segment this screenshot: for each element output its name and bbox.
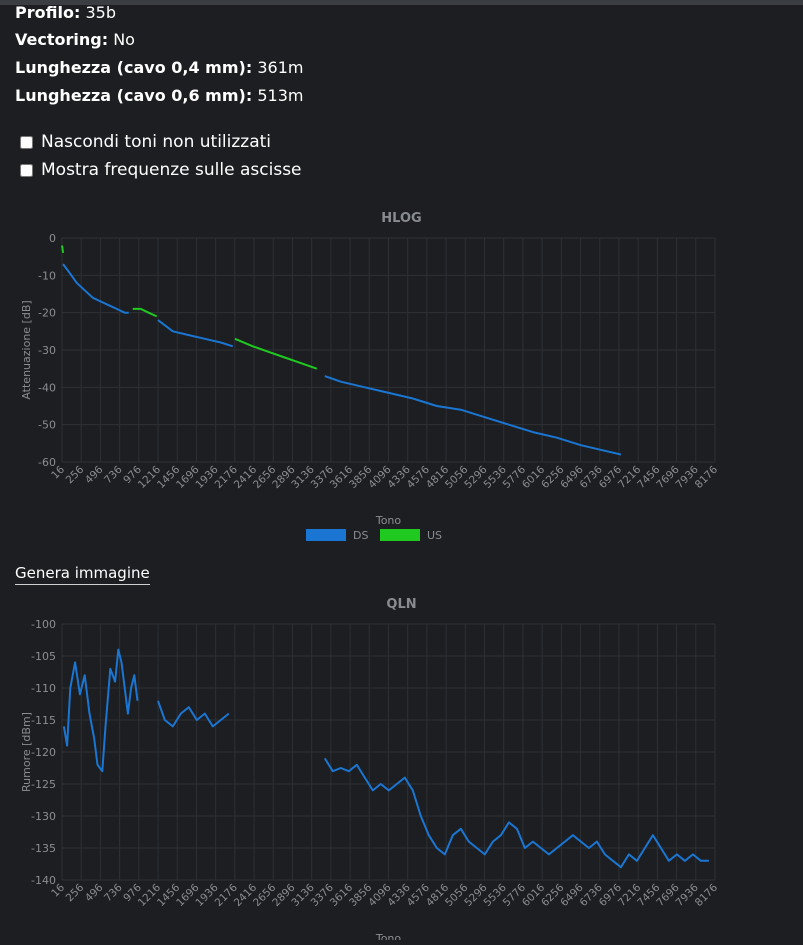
x-tick-label: 736 [102, 463, 125, 486]
info-lunghezza-04: Lunghezza (cavo 0,4 mm): 361m [15, 58, 303, 78]
hlog-chart: 0-10-20-30-40-50-60162564967369761216145… [20, 232, 721, 542]
info-vectoring-label-text: Vectoring [15, 30, 102, 49]
y-tick-label: -105 [31, 650, 56, 663]
y-tick-label: -130 [31, 810, 56, 823]
y-axis-title: Attenuazione [dB] [20, 300, 33, 399]
x-tick-label: 736 [102, 881, 125, 904]
genera-immagine-button[interactable]: Genera immagine [15, 564, 150, 585]
x-tick-label: 256 [64, 463, 87, 486]
y-tick-label: -50 [38, 419, 56, 432]
y-tick-label: -140 [31, 874, 56, 887]
mostra-frequenze-label: Mostra frequenze sulle ascisse [41, 160, 302, 180]
legend-label-ds: DS [353, 529, 368, 542]
info-profilo: Profilo: 35b [15, 3, 116, 23]
info-lunghezza-04-label: Lunghezza (cavo 0,4 mm): [15, 58, 253, 77]
x-tick-label: 8176 [693, 881, 721, 909]
y-axis-title: Rumore [dBm] [20, 712, 33, 792]
legend-label-us: US [427, 529, 442, 542]
y-tick-label: -100 [31, 618, 56, 631]
x-tick-label: 496 [83, 463, 106, 486]
top-bar [0, 0, 803, 5]
series-line-us [234, 337, 318, 370]
y-tick-label: -110 [31, 682, 56, 695]
info-lunghezza-06-label-text: Lunghezza (cavo 0,6 mm) [15, 86, 246, 105]
y-tick-label: -115 [31, 714, 56, 727]
info-lunghezza-06-value: 513m [257, 86, 304, 105]
y-tick-label: -10 [38, 269, 56, 282]
series-line-ds [62, 263, 129, 314]
info-profilo-value: 35b [85, 3, 116, 22]
legend-swatch-ds [306, 529, 346, 541]
y-tick-label: -125 [31, 778, 56, 791]
x-axis-title: Tono [375, 514, 402, 527]
info-vectoring-label: Vectoring: [15, 30, 109, 49]
info-profilo-label-text: Profilo [15, 3, 74, 22]
y-tick-label: -20 [38, 307, 56, 320]
info-vectoring: Vectoring: No [15, 30, 135, 50]
x-axis-title: Tono [375, 932, 402, 940]
y-tick-label: -120 [31, 746, 56, 759]
x-tick-label: 8176 [693, 463, 721, 491]
y-tick-label: -135 [31, 842, 56, 855]
checkbox-row-nascondi[interactable]: Nascondi toni non utilizzati [20, 132, 271, 152]
mostra-frequenze-checkbox[interactable] [20, 163, 33, 177]
nascondi-toni-label: Nascondi toni non utilizzati [41, 132, 272, 152]
y-tick-label: -30 [38, 344, 56, 357]
series-line-ds [157, 700, 230, 728]
series-line-ds [62, 648, 139, 773]
info-lunghezza-06-label: Lunghezza (cavo 0,6 mm): [15, 86, 253, 105]
nascondi-toni-checkbox[interactable] [20, 135, 33, 149]
series-line-us [132, 307, 158, 318]
y-tick-label: 0 [49, 232, 56, 245]
series-line-ds [324, 375, 622, 456]
x-tick-label: 496 [83, 881, 106, 904]
series-line-ds [323, 757, 709, 869]
checkbox-row-frequenze[interactable]: Mostra frequenze sulle ascisse [20, 160, 302, 180]
hlog-chart-title: HLOG [381, 211, 422, 226]
series-line-us [61, 245, 65, 254]
series-line-ds [157, 319, 234, 348]
y-tick-label: -40 [38, 381, 56, 394]
x-tick-label: 256 [64, 881, 87, 904]
info-lunghezza-06: Lunghezza (cavo 0,6 mm): 513m [15, 86, 303, 106]
qln-chart: -100-105-110-115-120-125-130-135-1401625… [20, 618, 721, 940]
y-tick-label: -60 [38, 456, 56, 469]
info-lunghezza-04-value: 361m [257, 58, 304, 77]
info-profilo-label: Profilo: [15, 3, 81, 22]
info-lunghezza-04-label-text: Lunghezza (cavo 0,4 mm) [15, 58, 246, 77]
legend-swatch-us [380, 529, 420, 541]
qln-chart-title: QLN [386, 597, 417, 612]
info-vectoring-value: No [113, 30, 135, 49]
